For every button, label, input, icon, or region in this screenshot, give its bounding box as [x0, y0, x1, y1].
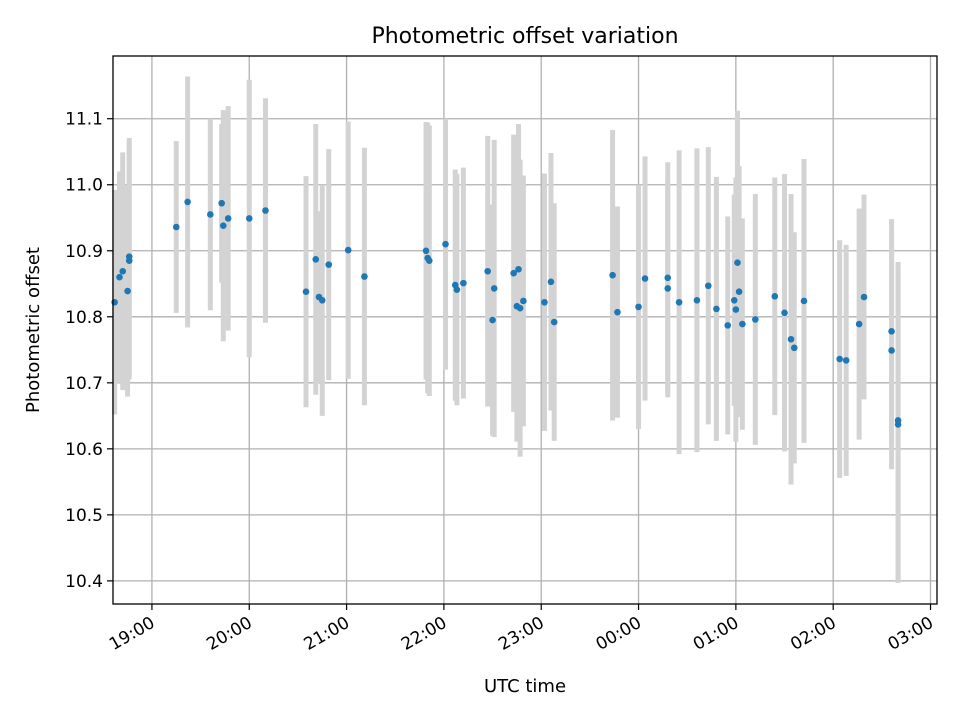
data-point: [442, 240, 449, 248]
data-point: [704, 282, 712, 290]
y-axis-label: Photometric offset: [23, 247, 44, 413]
data-point: [422, 247, 430, 255]
data-point: [547, 278, 555, 286]
data-point: [860, 293, 868, 301]
data-point: [218, 199, 225, 207]
data-point: [888, 347, 895, 354]
data-point: [116, 273, 123, 281]
data-point: [312, 256, 320, 263]
data-point: [541, 298, 548, 306]
data-point: [614, 308, 621, 316]
data-point: [894, 417, 902, 424]
y-tick-label: 10.7: [65, 374, 103, 394]
data-point: [888, 328, 895, 335]
data-point: [732, 306, 740, 313]
data-point: [693, 296, 701, 304]
data-point: [172, 223, 180, 231]
data-point: [787, 335, 795, 343]
data-point: [855, 320, 863, 328]
chart-title: Photometric offset variation: [371, 24, 678, 49]
data-point: [489, 316, 496, 324]
y-tick-label: 10.4: [65, 572, 103, 592]
data-point: [730, 296, 738, 304]
data-point: [219, 222, 227, 229]
data-point: [735, 288, 743, 296]
data-point: [771, 293, 779, 300]
x-axis-label: UTC time: [484, 676, 566, 697]
data-point: [664, 285, 672, 292]
data-point: [641, 275, 649, 282]
y-tick-label: 10.5: [65, 506, 103, 526]
data-point: [800, 297, 808, 305]
data-point: [119, 267, 127, 275]
y-tick-label: 10.8: [65, 308, 103, 328]
data-point: [790, 344, 798, 352]
data-point: [842, 357, 850, 364]
data-point: [515, 265, 522, 273]
data-point: [111, 298, 118, 306]
data-point: [460, 279, 467, 287]
data-point: [713, 305, 720, 313]
data-point: [262, 207, 269, 214]
data-point: [635, 303, 642, 311]
data-point: [609, 271, 616, 279]
data-point: [224, 215, 232, 222]
data-point: [675, 298, 683, 306]
data-point: [124, 287, 131, 295]
data-point: [550, 318, 558, 326]
data-point: [734, 259, 741, 266]
data-point: [302, 288, 310, 296]
data-point: [752, 316, 759, 323]
axes-frame: [112, 55, 938, 605]
data-point: [739, 320, 746, 328]
data-point: [318, 296, 326, 304]
data-point: [510, 269, 517, 277]
data-point: [245, 215, 253, 222]
data-point: [425, 257, 433, 264]
data-point: [520, 297, 527, 305]
data-point: [453, 286, 461, 294]
data-point: [484, 267, 491, 275]
data-point: [836, 355, 843, 363]
y-tick-label: 10.6: [65, 440, 103, 460]
data-point: [325, 261, 333, 268]
y-tick-label: 11.1: [65, 110, 103, 130]
data-point: [664, 274, 672, 282]
y-axis: 10.4 10.5 10.6 10.7 10.8 10.9 11.0 11.1: [65, 110, 113, 592]
data-point: [781, 309, 788, 317]
data-point: [724, 322, 732, 329]
point-layer: [111, 198, 902, 428]
data-point: [516, 304, 524, 312]
data-point: [125, 257, 133, 264]
data-point: [344, 246, 352, 254]
y-tick-label: 11.0: [65, 176, 103, 196]
y-tick-label: 10.9: [65, 242, 103, 262]
data-point: [207, 211, 214, 218]
data-point: [490, 285, 498, 292]
data-point: [184, 198, 191, 206]
data-point: [361, 273, 368, 280]
